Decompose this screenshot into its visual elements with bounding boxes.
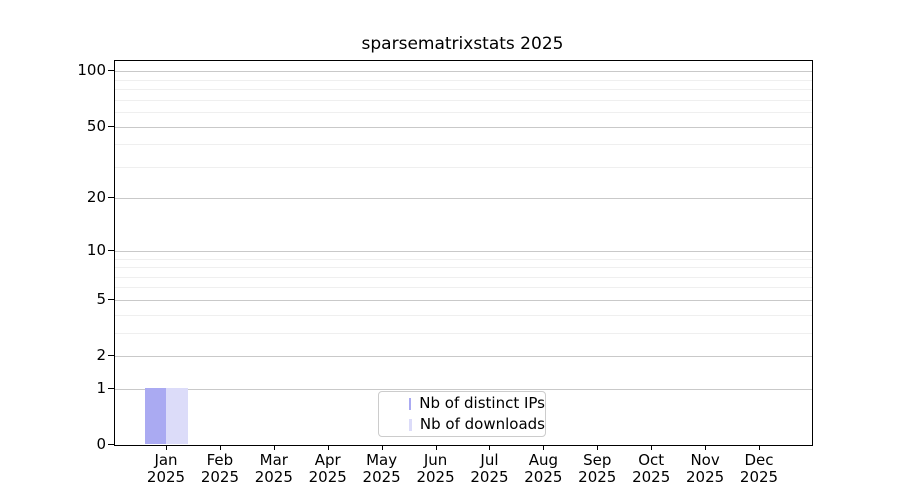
major-gridline bbox=[115, 71, 812, 73]
x-tick-mark bbox=[651, 445, 653, 450]
x-tick-label-month: Oct bbox=[638, 451, 665, 469]
major-gridline bbox=[115, 356, 812, 358]
x-tick-mark bbox=[759, 445, 760, 450]
y-tick-mark bbox=[108, 298, 114, 300]
major-gridline bbox=[115, 126, 812, 128]
minor-gridline bbox=[115, 287, 812, 289]
x-tick-label: Feb 2025 bbox=[188, 452, 252, 486]
y-tick-mark bbox=[108, 387, 114, 389]
x-tick-label-month: Jun bbox=[423, 451, 448, 469]
x-tick-mark bbox=[543, 445, 545, 450]
x-tick-label: Jan 2025 bbox=[134, 452, 198, 486]
x-tick-mark bbox=[597, 445, 599, 450]
minor-gridline bbox=[115, 99, 812, 101]
minor-gridline bbox=[115, 332, 812, 334]
x-tick-label-year: 2025 bbox=[470, 468, 509, 486]
major-gridline bbox=[115, 250, 812, 252]
x-tick-mark bbox=[705, 445, 707, 450]
legend-item-downloads: Nb of downloads bbox=[409, 416, 545, 433]
x-tick-label-month: Jan bbox=[154, 451, 178, 469]
y-tick-label: 1 bbox=[96, 378, 106, 397]
chart-title: sparsematrixstats 2025 bbox=[361, 34, 564, 54]
x-tick-label: Jun 2025 bbox=[404, 452, 468, 486]
x-tick-mark bbox=[435, 445, 437, 450]
minor-gridline bbox=[115, 166, 812, 168]
x-tick-label-month: Apr bbox=[314, 451, 341, 469]
legend-swatch-downloads bbox=[409, 418, 412, 431]
x-tick-label-month: Sep bbox=[583, 451, 612, 469]
y-tick-label: 5 bbox=[96, 289, 106, 308]
x-tick-label-month: Nov bbox=[690, 451, 720, 469]
x-tick-label-year: 2025 bbox=[578, 468, 617, 486]
x-tick-label-year: 2025 bbox=[362, 468, 401, 486]
y-tick-label: 100 bbox=[77, 61, 106, 80]
x-tick-label: May 2025 bbox=[350, 452, 414, 486]
y-tick-label: 10 bbox=[86, 240, 106, 259]
x-tick-label-year: 2025 bbox=[200, 468, 239, 486]
x-tick-label-year: 2025 bbox=[146, 468, 186, 486]
minor-gridline bbox=[115, 267, 812, 269]
x-tick-mark bbox=[327, 445, 329, 450]
legend-swatch-distinct-ips bbox=[409, 397, 412, 410]
x-tick-label-year: 2025 bbox=[685, 468, 725, 486]
x-tick-label-year: 2025 bbox=[308, 468, 347, 486]
x-tick-label-month: May bbox=[366, 451, 398, 469]
y-tick-mark bbox=[108, 444, 114, 445]
minor-gridline bbox=[115, 276, 812, 278]
minor-gridline bbox=[115, 258, 812, 260]
x-tick-label-year: 2025 bbox=[254, 468, 293, 486]
bar-nb-of-distinct-ips bbox=[144, 387, 166, 444]
x-tick-label-month: Feb bbox=[206, 451, 234, 469]
x-tick-label-month: Aug bbox=[528, 451, 558, 469]
legend: Nb of distinct IPs Nb of downloads bbox=[378, 391, 546, 437]
x-tick-label: Mar 2025 bbox=[242, 452, 306, 486]
minor-gridline bbox=[115, 144, 812, 146]
y-tick-mark bbox=[108, 197, 114, 199]
y-tick-label: 2 bbox=[96, 346, 106, 365]
minor-gridline bbox=[115, 79, 812, 81]
x-tick-mark bbox=[273, 445, 275, 450]
legend-item-distinct-ips: Nb of distinct IPs bbox=[409, 395, 545, 412]
x-tick-label: Aug 2025 bbox=[511, 452, 575, 486]
y-tick-mark bbox=[108, 70, 114, 72]
x-tick-label-year: 2025 bbox=[416, 468, 455, 486]
x-tick-label-month: Mar bbox=[259, 451, 288, 469]
x-tick-label: Nov 2025 bbox=[673, 452, 737, 486]
y-tick-label: 20 bbox=[86, 188, 106, 207]
x-tick-label-month: Dec bbox=[744, 451, 774, 469]
x-tick-mark bbox=[489, 445, 491, 450]
x-tick-label-year: 2025 bbox=[632, 468, 671, 486]
major-gridline bbox=[115, 388, 812, 390]
bar-nb-of-downloads bbox=[166, 387, 188, 444]
y-tick-label: 0 bbox=[96, 435, 106, 453]
x-tick-label-year: 2025 bbox=[739, 468, 779, 486]
x-tick-mark bbox=[166, 445, 167, 450]
x-tick-label: Dec 2025 bbox=[727, 452, 791, 486]
legend-label-distinct-ips: Nb of distinct IPs bbox=[419, 394, 545, 412]
x-tick-label: Sep 2025 bbox=[565, 452, 629, 486]
x-tick-mark bbox=[219, 445, 221, 450]
y-tick-mark bbox=[108, 249, 114, 251]
minor-gridline bbox=[115, 314, 812, 316]
y-tick-mark bbox=[108, 355, 114, 357]
x-tick-label: Oct 2025 bbox=[619, 452, 683, 486]
x-tick-label-month: Jul bbox=[480, 451, 499, 469]
x-tick-mark bbox=[381, 445, 383, 450]
major-gridline bbox=[115, 299, 812, 301]
x-tick-label-year: 2025 bbox=[524, 468, 563, 486]
y-tick-label: 50 bbox=[86, 116, 106, 135]
minor-gridline bbox=[115, 89, 812, 91]
minor-gridline bbox=[115, 112, 812, 114]
major-gridline bbox=[115, 198, 812, 200]
legend-label-downloads: Nb of downloads bbox=[419, 415, 545, 433]
plot-area bbox=[114, 60, 813, 446]
x-tick-label: Apr 2025 bbox=[296, 452, 360, 486]
y-tick-mark bbox=[108, 125, 114, 127]
x-tick-label: Jul 2025 bbox=[457, 452, 521, 486]
